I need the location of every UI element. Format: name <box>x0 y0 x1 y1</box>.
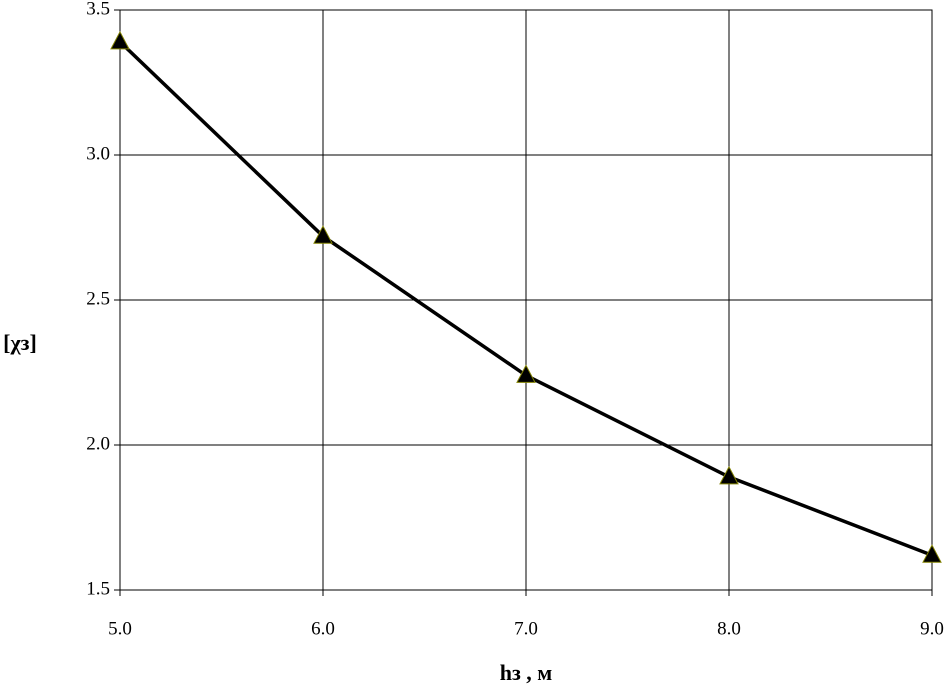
x-tick-label: 5.0 <box>108 618 132 639</box>
data-marker <box>110 30 130 50</box>
y-tick-label: 2.5 <box>86 288 110 309</box>
data-marker <box>922 544 942 563</box>
plot-frame <box>119 9 933 591</box>
data-marker <box>516 364 536 383</box>
x-tick-label: 6.0 <box>311 618 335 639</box>
y-tick-label: 1.5 <box>86 578 110 599</box>
x-tick-label: 7.0 <box>514 618 538 639</box>
data-marker <box>719 465 739 485</box>
x-tick-label: 9.0 <box>920 618 944 639</box>
data-marker <box>313 225 333 244</box>
y-tick-label: 3.0 <box>86 143 110 164</box>
y-axis-label: [χз] <box>3 330 37 355</box>
x-axis-label: hз , м <box>500 660 553 685</box>
y-tick-label: 3.5 <box>86 0 110 19</box>
y-tick-label: 2.0 <box>86 433 110 454</box>
x-tick-label: 8.0 <box>717 618 741 639</box>
